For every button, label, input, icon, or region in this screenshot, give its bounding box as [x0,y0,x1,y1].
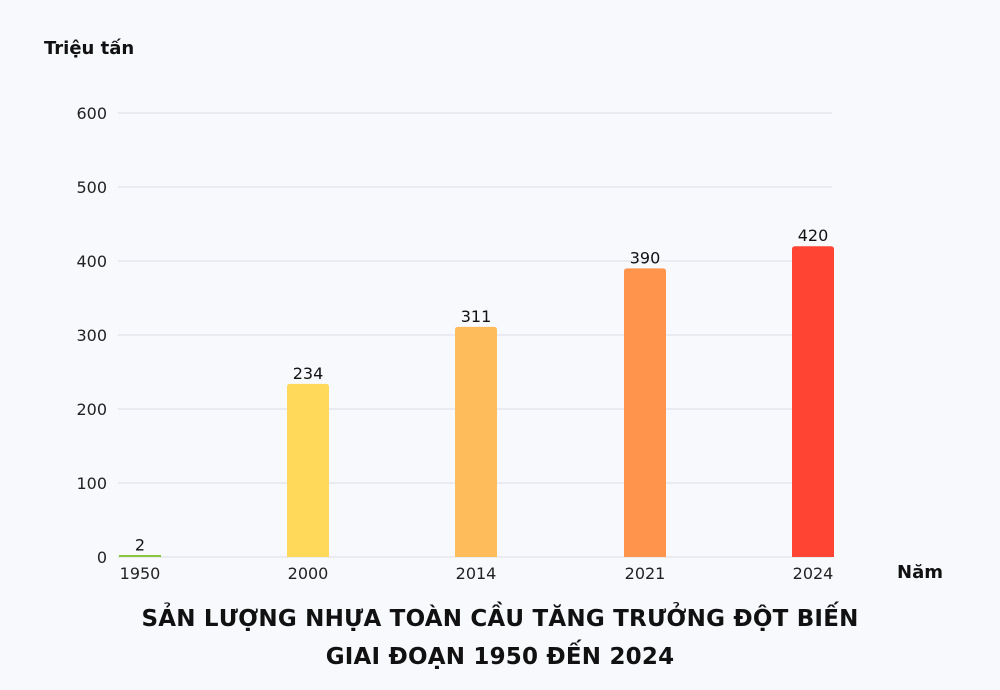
bars [119,246,834,559]
data-label: 390 [630,248,661,267]
y-tick-label: 200 [76,400,107,419]
data-label: 420 [798,226,829,245]
bar-2024 [792,246,834,557]
x-tick-label: 1950 [120,564,161,583]
data-labels: 2 234 311 390 420 [135,226,828,554]
y-tick-label: 500 [76,178,107,197]
data-label: 234 [293,364,324,383]
y-axis-label: Triệu tấn [44,38,134,59]
y-tick-label: 600 [76,104,107,123]
y-tick-label: 400 [76,252,107,271]
chart-title-line-2: GIAI ĐOẠN 1950 ĐẾN 2024 [325,644,675,670]
x-tick-label: 2024 [793,564,834,583]
y-tick-label: 300 [76,326,107,345]
x-tick-label: 2021 [625,564,666,583]
bar-2000 [287,383,329,557]
x-axis-ticks: 1950 2000 2014 2021 2024 [120,564,834,583]
bar-2014 [455,326,497,557]
x-tick-label: 2014 [456,564,497,583]
y-axis-ticks: 0 100 200 300 400 500 600 [76,104,107,567]
data-label: 2 [135,536,145,555]
bar-2021 [624,268,666,557]
y-tick-label: 0 [97,548,107,567]
x-tick-label: 2000 [288,564,329,583]
data-label: 311 [461,307,492,326]
y-tick-label: 100 [76,474,107,493]
bar-chart: 0 100 200 300 400 500 600 2 234 311 390 420 1950 20… [44,38,943,583]
bar-1950-baseline [119,555,161,557]
x-axis-label: Năm [897,562,943,583]
chart-title-line-1: SẢN LƯỢNG NHỰA TOÀN CẦU TĂNG TRƯỞNG ĐỘT … [141,606,859,632]
